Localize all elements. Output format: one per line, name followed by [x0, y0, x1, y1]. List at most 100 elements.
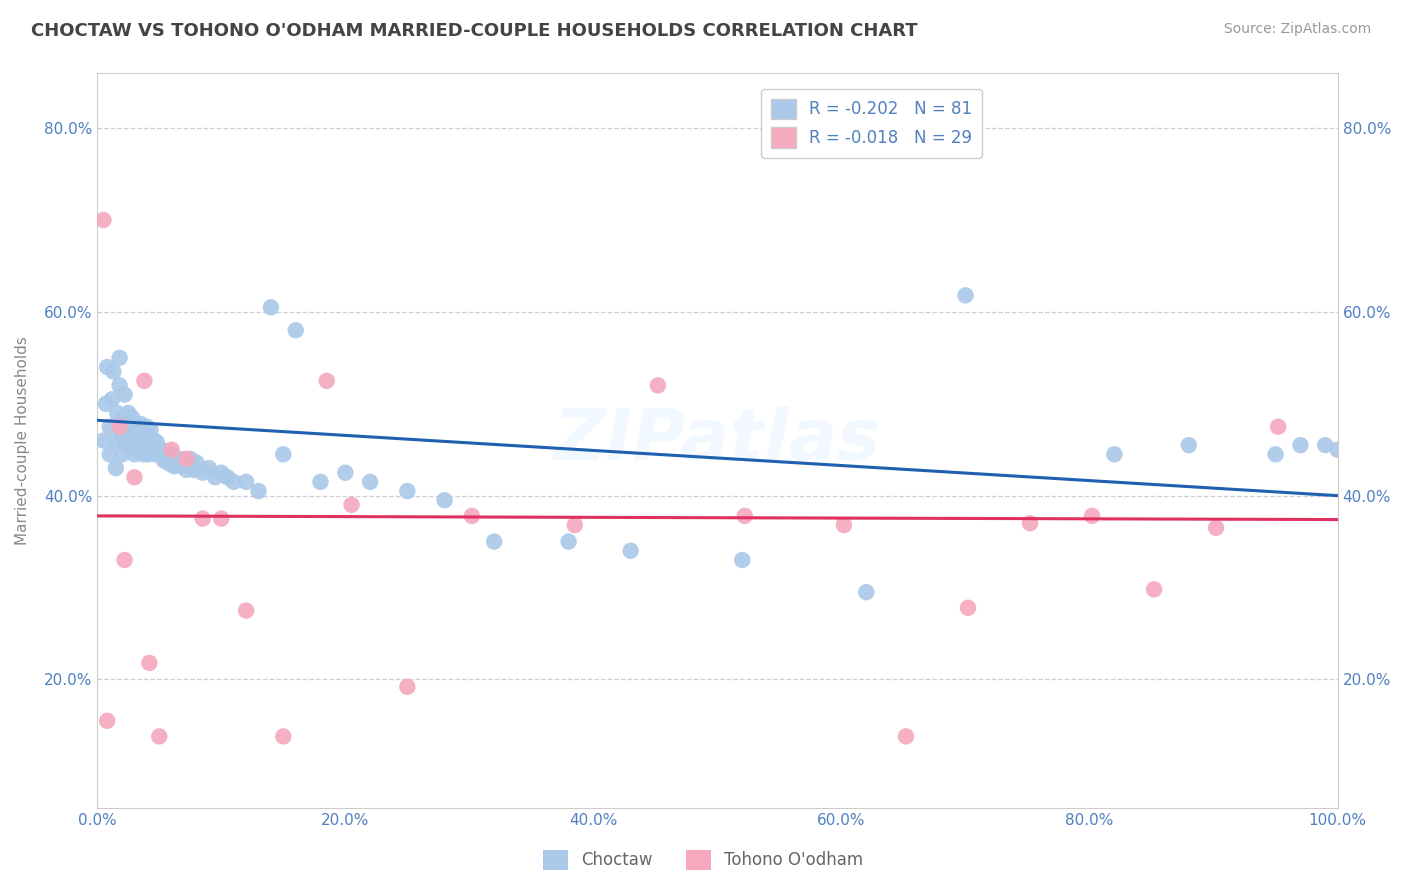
- Point: [134, 374, 156, 388]
- Point: [271, 447, 294, 461]
- Point: [129, 417, 152, 431]
- Point: [96, 359, 118, 374]
- Point: [114, 387, 136, 401]
- Text: Source: ZipAtlas.com: Source: ZipAtlas.com: [1223, 22, 1371, 37]
- Point: [121, 410, 143, 425]
- Point: [1326, 442, 1348, 457]
- Point: [160, 447, 183, 461]
- Point: [138, 656, 160, 670]
- Point: [120, 426, 142, 441]
- Point: [104, 461, 127, 475]
- Point: [176, 463, 198, 477]
- Y-axis label: Married-couple Households: Married-couple Households: [15, 336, 30, 545]
- Point: [131, 434, 153, 448]
- Point: [340, 498, 363, 512]
- Point: [731, 553, 754, 567]
- Point: [125, 417, 148, 431]
- Point: [315, 374, 337, 388]
- Point: [143, 434, 166, 448]
- Point: [115, 425, 138, 439]
- Legend: R = -0.202   N = 81, R = -0.018   N = 29: R = -0.202 N = 81, R = -0.018 N = 29: [761, 88, 981, 158]
- Point: [134, 434, 156, 448]
- Legend: Choctaw, Tohono O'odham: Choctaw, Tohono O'odham: [536, 843, 870, 877]
- Point: [138, 435, 160, 450]
- Point: [955, 288, 977, 302]
- Point: [1289, 438, 1312, 452]
- Point: [198, 461, 221, 475]
- Point: [94, 397, 117, 411]
- Point: [142, 444, 165, 458]
- Point: [209, 511, 232, 525]
- Point: [101, 392, 124, 407]
- Point: [105, 406, 128, 420]
- Point: [235, 603, 257, 617]
- Point: [433, 493, 456, 508]
- Point: [163, 459, 186, 474]
- Point: [170, 459, 193, 474]
- Point: [1178, 438, 1201, 452]
- Point: [204, 470, 226, 484]
- Point: [145, 447, 167, 461]
- Point: [111, 447, 134, 461]
- Point: [855, 585, 877, 599]
- Point: [557, 534, 579, 549]
- Point: [183, 463, 205, 477]
- Point: [98, 447, 121, 461]
- Point: [894, 730, 917, 744]
- Point: [108, 378, 131, 392]
- Point: [284, 323, 307, 337]
- Point: [647, 378, 669, 392]
- Point: [564, 518, 586, 533]
- Point: [139, 423, 162, 437]
- Point: [832, 518, 855, 533]
- Text: ZIPatlas: ZIPatlas: [554, 406, 882, 475]
- Point: [103, 365, 125, 379]
- Point: [160, 442, 183, 457]
- Point: [148, 447, 170, 461]
- Point: [191, 466, 214, 480]
- Point: [1019, 516, 1042, 531]
- Point: [176, 451, 198, 466]
- Point: [260, 300, 283, 314]
- Text: CHOCTAW VS TOHONO O'ODHAM MARRIED-COUPLE HOUSEHOLDS CORRELATION CHART: CHOCTAW VS TOHONO O'ODHAM MARRIED-COUPLE…: [31, 22, 918, 40]
- Point: [127, 430, 149, 444]
- Point: [93, 434, 115, 448]
- Point: [118, 438, 141, 452]
- Point: [1205, 521, 1227, 535]
- Point: [132, 447, 155, 461]
- Point: [1081, 508, 1104, 523]
- Point: [956, 600, 979, 615]
- Point: [173, 451, 195, 466]
- Point: [96, 714, 118, 728]
- Point: [1267, 419, 1289, 434]
- Point: [136, 447, 159, 461]
- Point: [117, 406, 139, 420]
- Point: [1104, 447, 1126, 461]
- Point: [104, 434, 127, 448]
- Point: [112, 410, 135, 425]
- Point: [359, 475, 381, 489]
- Point: [93, 213, 115, 227]
- Point: [124, 434, 146, 448]
- Point: [114, 438, 136, 452]
- Point: [1264, 447, 1286, 461]
- Point: [309, 475, 332, 489]
- Point: [235, 475, 257, 489]
- Point: [482, 534, 505, 549]
- Point: [146, 435, 169, 450]
- Point: [1315, 438, 1337, 452]
- Point: [396, 680, 419, 694]
- Point: [98, 419, 121, 434]
- Point: [108, 351, 131, 365]
- Point: [186, 456, 208, 470]
- Point: [153, 454, 176, 468]
- Point: [209, 466, 232, 480]
- Point: [396, 484, 419, 499]
- Point: [335, 466, 357, 480]
- Point: [167, 451, 190, 466]
- Point: [191, 511, 214, 525]
- Point: [217, 470, 239, 484]
- Point: [461, 508, 484, 523]
- Point: [124, 470, 146, 484]
- Point: [111, 429, 134, 443]
